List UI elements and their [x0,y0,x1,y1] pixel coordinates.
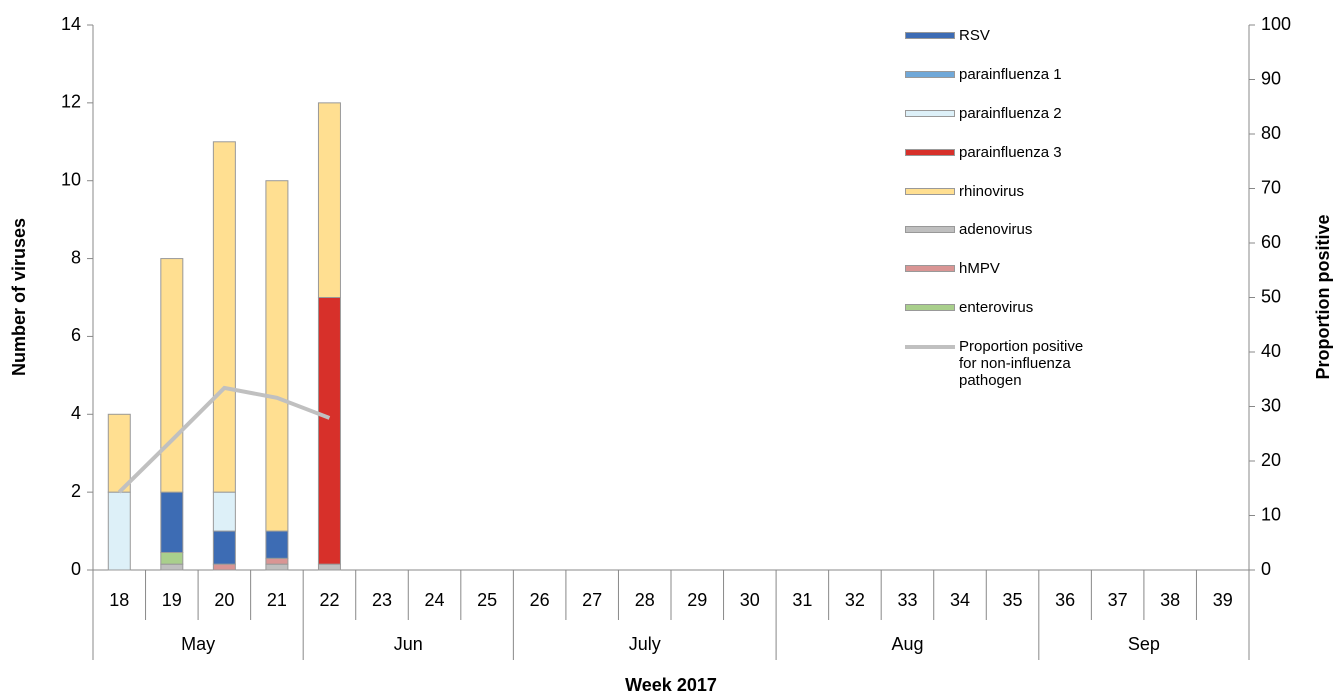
legend-item: parainfluenza 1 [905,66,1095,105]
x-tick-label: 28 [635,590,655,610]
x-tick-label: 32 [845,590,865,610]
bar-segment [265,557,289,565]
bar-segment [107,413,131,493]
group-label: Sep [1128,634,1160,654]
y2-tick-label: 100 [1261,14,1291,34]
legend-swatch [905,187,955,195]
bar-segment [212,563,236,571]
x-tick-label: 21 [267,590,287,610]
legend-item: hMPV [905,260,1095,299]
y2-axis-title: Proportion positive [1313,214,1333,379]
x-tick-label: 36 [1055,590,1075,610]
x-tick-label: 29 [687,590,707,610]
x-tick-label: 27 [582,590,602,610]
x-tick-label: 33 [897,590,917,610]
legend-item: adenovirus [905,221,1095,260]
bar-segment [212,530,236,565]
legend-item: RSV [905,27,1095,66]
legend-swatch [905,345,955,350]
y-tick-label: 10 [61,169,81,189]
y-tick-label: 12 [61,92,81,112]
y-axis-title: Number of viruses [9,218,29,376]
y2-tick-label: 0 [1261,559,1271,579]
legend-swatch [905,148,955,156]
x-tick-label: 31 [792,590,812,610]
y2-tick-label: 90 [1261,68,1281,88]
legend-label: hMPV [959,260,1000,278]
legend-swatch [905,109,955,117]
legend-label: Proportion positive for non-influenza pa… [959,338,1084,390]
group-label: Jun [394,634,423,654]
y-tick-label: 4 [71,403,81,423]
legend-item: Proportion positive for non-influenza pa… [905,338,1095,389]
x-tick-label: 34 [950,590,970,610]
group-label: Aug [891,634,923,654]
legend-swatch [905,304,955,312]
x-tick-label: 24 [425,590,445,610]
bar-segment [265,530,289,559]
bar-segment [317,102,341,298]
x-tick-label: 23 [372,590,392,610]
legend-label: rhinovirus [959,182,1025,200]
x-tick-label: 38 [1160,590,1180,610]
y2-tick-label: 70 [1261,177,1281,197]
x-tick-label: 35 [1003,590,1023,610]
x-tick-label: 30 [740,590,760,610]
bar-segment [160,551,184,565]
x-tick-label: 20 [214,590,234,610]
bar-segment [160,258,184,493]
y2-tick-label: 40 [1261,341,1281,361]
line [117,385,331,494]
legend-label: parainfluenza 1 [959,65,1062,83]
legend-item: enterovirus [905,299,1095,338]
y-tick-label: 2 [71,481,81,501]
legend-swatch [905,70,955,78]
y2-tick-label: 10 [1261,504,1281,524]
group-label: July [629,634,661,654]
x-tick-label: 19 [162,590,182,610]
legend-swatch [905,265,955,273]
bar-segment [212,491,236,532]
y2-tick-label: 80 [1261,123,1281,143]
legend-item: parainfluenza 2 [905,105,1095,144]
y2-tick-label: 50 [1261,286,1281,306]
y-tick-label: 8 [71,247,81,267]
y-tick-label: 0 [71,559,81,579]
legend-label: adenovirus [959,221,1033,239]
x-axis-title: Week 2017 [625,675,717,695]
y2-tick-label: 20 [1261,450,1281,470]
x-tick-label: 25 [477,590,497,610]
y-tick-label: 14 [61,14,81,34]
bar-segment [317,297,341,565]
y-tick-label: 6 [71,325,81,345]
bar-segment [265,180,289,532]
bar-segment [160,491,184,553]
legend-label: parainfluenza 3 [959,143,1062,161]
bar-segment [107,491,131,571]
bar-segment [317,563,341,571]
y2-tick-label: 30 [1261,395,1281,415]
legend-label: RSV [959,27,990,44]
x-tick-label: 39 [1213,590,1233,610]
x-tick-label: 22 [319,590,339,610]
legend: RSV parainfluenza 1 parainfluenza 2 parainf… [905,27,1095,389]
legend-label: parainfluenza 2 [959,104,1062,122]
y2-tick-label: 60 [1261,232,1281,252]
legend-item: rhinovirus [905,183,1095,222]
x-tick-label: 18 [109,590,129,610]
group-label: May [181,634,215,654]
x-tick-label: 26 [530,590,550,610]
x-tick-label: 37 [1108,590,1128,610]
bar-segment [160,563,184,571]
legend-swatch [905,226,955,234]
legend-swatch [905,32,955,39]
bar-segment [265,563,289,571]
legend-item: parainfluenza 3 [905,144,1095,183]
bar-segment [212,141,236,493]
legend-label: enterovirus [959,299,1034,317]
